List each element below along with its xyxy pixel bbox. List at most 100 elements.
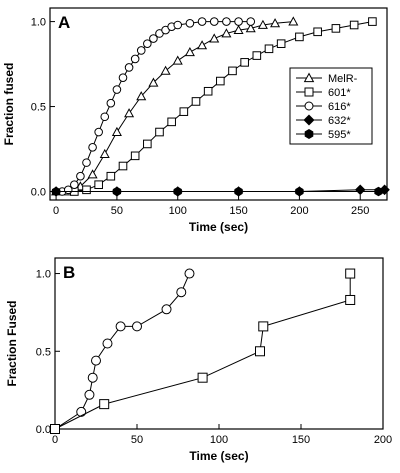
series-616 — [57, 17, 256, 196]
data-point — [118, 73, 128, 82]
data-point — [209, 17, 219, 26]
legend-entry: 632* — [328, 115, 351, 127]
y-tick-label: 0.5 — [36, 346, 51, 358]
data-point — [132, 321, 142, 332]
data-point — [76, 171, 85, 181]
data-point — [221, 28, 232, 38]
legend-marker — [303, 114, 315, 126]
data-point — [374, 186, 383, 197]
x-axis-label: Time (sec) — [189, 449, 248, 463]
y-axis-label: Fraction Fused — [5, 300, 19, 386]
data-point — [246, 17, 256, 26]
data-point — [264, 44, 274, 54]
data-point — [91, 355, 101, 366]
data-point — [276, 39, 286, 48]
data-point — [233, 24, 244, 35]
data-point — [313, 27, 322, 37]
data-point — [228, 66, 237, 76]
series-square — [50, 268, 356, 434]
data-point — [160, 65, 171, 75]
data-point — [197, 40, 208, 50]
data-point — [270, 18, 281, 28]
series-MelR — [51, 16, 299, 196]
data-point — [112, 186, 122, 197]
series-line — [62, 21, 251, 192]
data-point — [184, 46, 195, 57]
x-tick-label: 200 — [374, 434, 392, 446]
data-point — [185, 18, 195, 28]
data-point — [143, 139, 152, 149]
data-point — [100, 112, 110, 122]
data-point — [76, 406, 87, 417]
data-point — [94, 127, 103, 137]
data-point — [295, 186, 304, 197]
data-point — [87, 169, 98, 179]
data-point — [111, 126, 122, 136]
data-point — [173, 186, 182, 197]
data-point — [331, 24, 341, 33]
series-line — [54, 273, 190, 430]
data-point — [234, 186, 243, 197]
data-point — [176, 287, 187, 298]
x-tick-label: 100 — [169, 205, 187, 217]
data-point — [345, 268, 356, 279]
x-tick-label: 0 — [53, 205, 59, 217]
x-tick-label: 0 — [52, 434, 58, 446]
plot-frame — [49, 7, 388, 201]
series-595 — [51, 186, 383, 197]
y-tick-label: 0.5 — [31, 102, 46, 114]
data-point — [161, 304, 172, 315]
data-point — [115, 321, 126, 332]
data-point — [99, 399, 110, 410]
data-point — [106, 171, 116, 181]
data-point — [143, 39, 152, 48]
data-point — [172, 55, 183, 65]
data-point — [197, 17, 207, 26]
data-point — [240, 58, 249, 67]
data-point — [124, 63, 134, 72]
data-point — [295, 32, 304, 42]
data-point — [148, 77, 159, 87]
data-point — [106, 98, 116, 108]
data-point — [130, 151, 140, 161]
panel-label: B — [63, 263, 75, 282]
legend-entry: 601* — [328, 87, 351, 99]
data-point — [191, 97, 201, 106]
data-point — [149, 34, 158, 43]
data-point — [203, 86, 213, 96]
data-point — [82, 185, 91, 195]
data-point — [70, 180, 79, 190]
data-point — [82, 158, 91, 167]
data-point — [222, 17, 231, 26]
y-axis-label: Fraction fused — [2, 63, 16, 146]
data-point — [252, 51, 262, 60]
data-point — [118, 161, 128, 171]
data-point — [167, 117, 176, 127]
legend-entry: MelR- — [328, 73, 358, 85]
data-point — [255, 346, 265, 357]
data-point — [173, 20, 183, 30]
x-tick-label: 250 — [351, 205, 369, 217]
panel-label: A — [58, 13, 70, 32]
x-tick-label: 200 — [290, 205, 308, 217]
data-point — [216, 76, 225, 86]
data-point — [50, 424, 60, 434]
data-point — [102, 338, 113, 349]
data-point — [234, 17, 243, 26]
data-point — [136, 91, 147, 101]
x-tick-label: 150 — [229, 205, 247, 217]
data-point — [197, 372, 208, 383]
data-point — [349, 20, 359, 30]
y-tick-label: 1.0 — [31, 17, 46, 29]
data-point — [354, 184, 366, 196]
data-point — [288, 16, 299, 26]
data-point — [184, 268, 195, 279]
data-point — [84, 389, 95, 400]
data-point — [112, 85, 122, 94]
x-tick-label: 100 — [210, 434, 228, 446]
data-point — [179, 107, 189, 116]
legend-marker — [304, 101, 314, 111]
y-tick-label: 0.0 — [31, 187, 46, 199]
x-tick-label: 50 — [111, 205, 123, 217]
data-point — [94, 180, 103, 190]
